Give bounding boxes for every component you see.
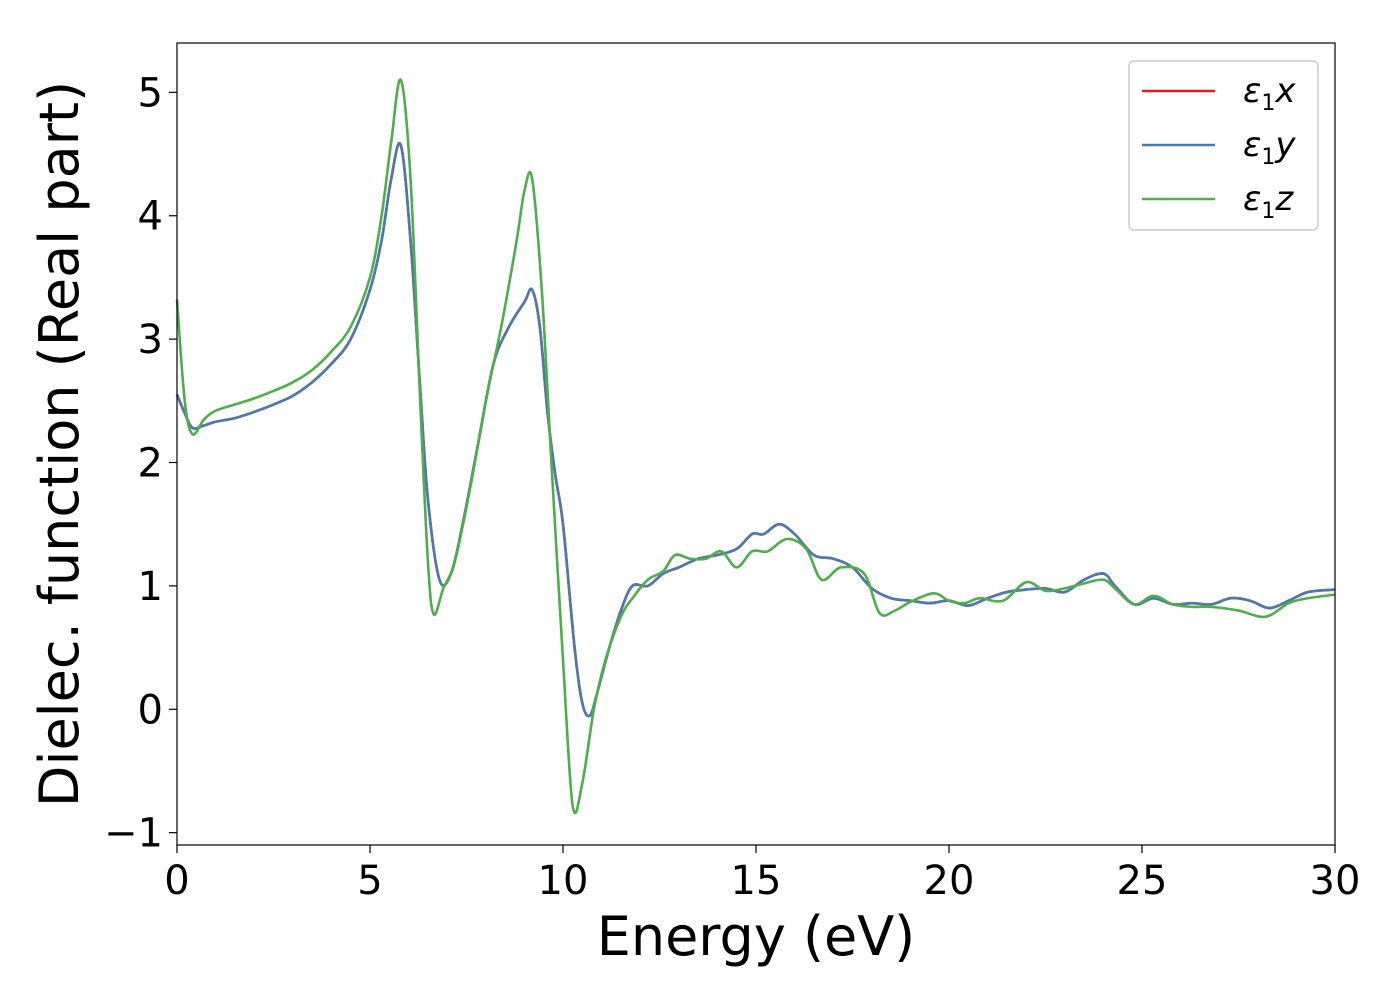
x-tick-label: 25 [1117, 858, 1168, 904]
x-tick-label: 20 [924, 858, 975, 904]
x-tick-label: 10 [538, 858, 589, 904]
series-line-z [175, 78, 1336, 815]
series-layer [175, 78, 1336, 815]
y-axis-title: Dielec. function (Real part) [28, 81, 91, 807]
y-tick-label: 3 [138, 317, 163, 363]
x-axis-title: Energy (eV) [597, 905, 916, 968]
legend-label-x: ε1x [1243, 71, 1296, 116]
y-tick-label: 1 [138, 564, 163, 610]
y-axis: −1 0 1 2 3 4 5 [104, 70, 177, 857]
y-tick-label: 0 [138, 687, 163, 733]
legend-box [1128, 60, 1319, 231]
legend-label-y: ε1y [1243, 125, 1296, 170]
x-axis: 0 5 10 15 20 25 30 [164, 845, 1360, 904]
legend-label-z: ε1z [1243, 179, 1294, 224]
x-tick-label: 30 [1310, 858, 1361, 904]
series-line-y [175, 141, 1336, 718]
x-tick-label: 0 [164, 858, 189, 904]
y-tick-label: 4 [138, 194, 163, 240]
x-tick-label: 5 [357, 858, 382, 904]
y-tick-label: 5 [138, 70, 163, 116]
y-tick-label: −1 [104, 811, 163, 857]
legend: ε1x ε1y ε1z [1128, 60, 1319, 231]
y-tick-label: 2 [138, 441, 163, 487]
x-tick-label: 15 [731, 858, 782, 904]
